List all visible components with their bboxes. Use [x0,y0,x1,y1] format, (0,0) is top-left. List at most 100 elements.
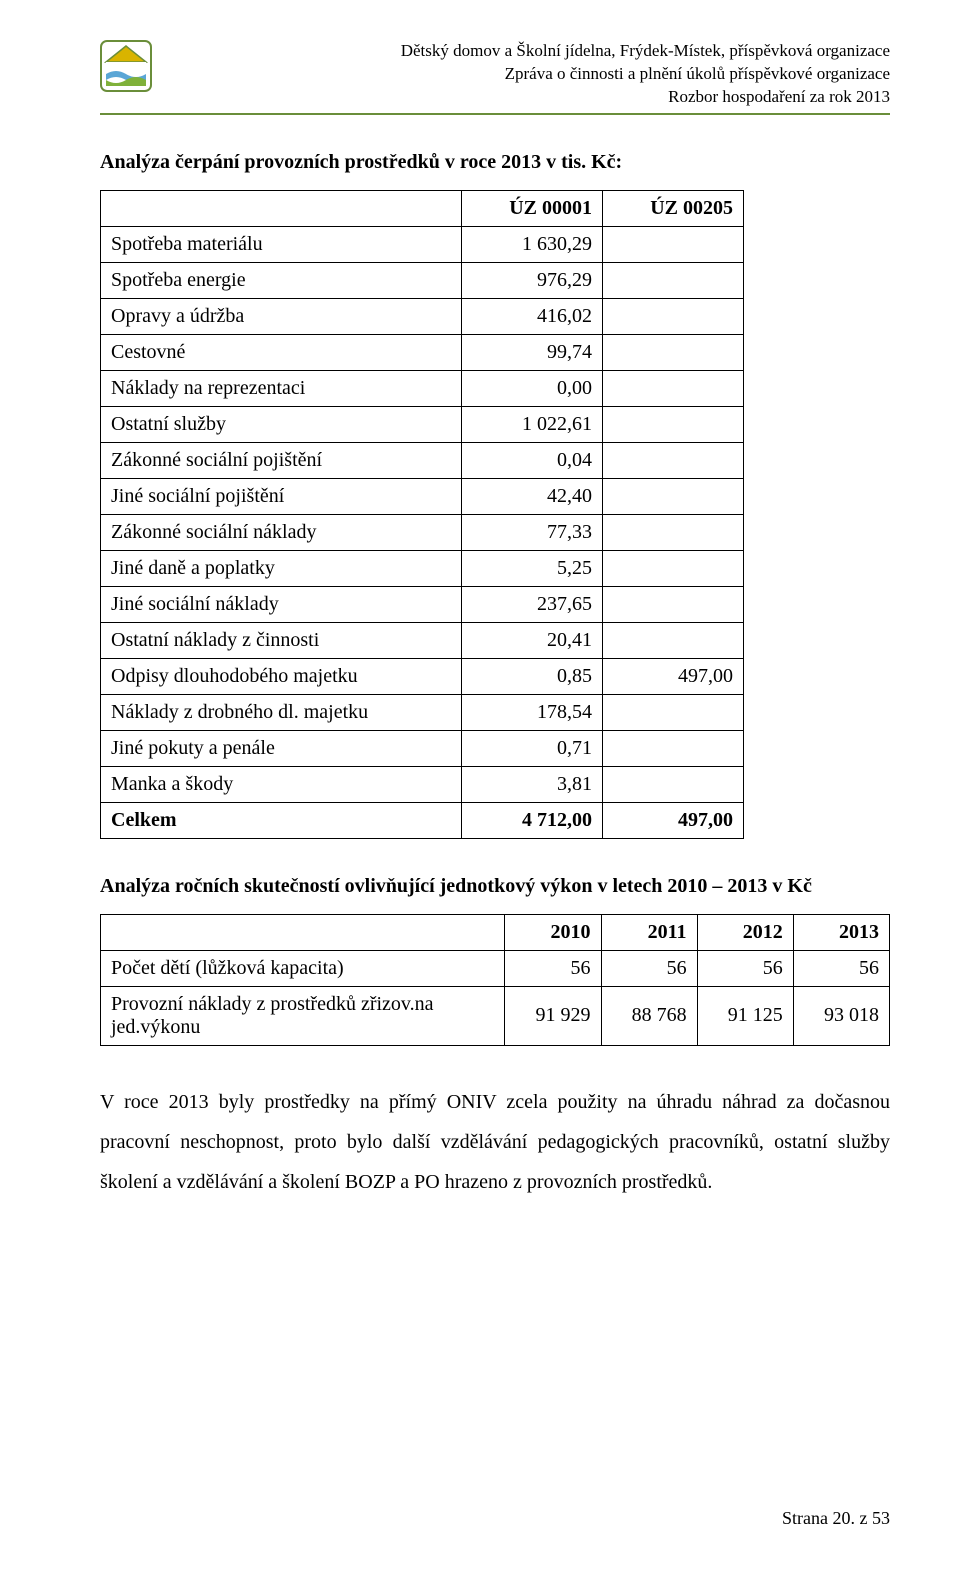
cell-c1: 0,71 [462,730,603,766]
table-row: Odpisy dlouhodobého majetku0,85497,00 [101,658,744,694]
header-line-2: Zpráva o činnosti a plnění úkolů příspěv… [166,63,890,86]
cell-c2: 56 [601,950,697,986]
table-row: Spotřeba energie976,29 [101,262,744,298]
table-row: Opravy a údržba416,02 [101,298,744,334]
table-row: Zákonné sociální pojištění0,04 [101,442,744,478]
table-row: Zákonné sociální náklady77,33 [101,514,744,550]
cell-label: Náklady z drobného dl. majetku [101,694,462,730]
header-text-block: Dětský domov a Školní jídelna, Frýdek-Mí… [166,40,890,109]
cell-c1: 56 [505,950,601,986]
t2-col-2013: 2013 [793,914,889,950]
cell-label: Zákonné sociální náklady [101,514,462,550]
col-uz2: ÚZ 00205 [603,190,744,226]
cell-c1: 1 630,29 [462,226,603,262]
cell-c2 [603,478,744,514]
cell-label: Cestovné [101,334,462,370]
table-row: Jiné pokuty a penále0,71 [101,730,744,766]
cell-c2 [603,766,744,802]
cell-c2 [603,334,744,370]
cell-c2 [603,406,744,442]
section2-title: Analýza ročních skutečností ovlivňující … [100,875,890,898]
table-row: Jiné daně a poplatky5,25 [101,550,744,586]
page-footer: Strana 20. z 53 [782,1508,890,1529]
table-row: Ostatní náklady z činnosti20,41 [101,622,744,658]
cell-c2 [603,262,744,298]
cell-c2: 88 768 [601,986,697,1045]
header-line-1: Dětský domov a Školní jídelna, Frýdek-Mí… [166,40,890,63]
cell-label: Spotřeba materiálu [101,226,462,262]
cell-c2 [603,586,744,622]
t2-col-2012: 2012 [697,914,793,950]
table-row: Náklady z drobného dl. majetku178,54 [101,694,744,730]
cell-c1: 42,40 [462,478,603,514]
t2-col-blank [101,914,505,950]
cell-c1: 178,54 [462,694,603,730]
cell-label: Ostatní náklady z činnosti [101,622,462,658]
table-header-row: ÚZ 00001 ÚZ 00205 [101,190,744,226]
cell-c1: 3,81 [462,766,603,802]
cell-c1: 976,29 [462,262,603,298]
cell-c1: 0,00 [462,370,603,406]
cell-label: Jiné pokuty a penále [101,730,462,766]
cell-c3: 56 [697,950,793,986]
header-rule [100,113,890,115]
cell-c2 [603,694,744,730]
cell-c1: 91 929 [505,986,601,1045]
cell-total-c2: 497,00 [603,802,744,838]
t2-col-2010: 2010 [505,914,601,950]
cell-label: Jiné sociální náklady [101,586,462,622]
col-uz1: ÚZ 00001 [462,190,603,226]
table-row: Provozní náklady z prostředků zřizov.na … [101,986,890,1045]
body-paragraph: V roce 2013 byly prostředky na přímý ONI… [100,1082,890,1202]
cell-label: Počet dětí (lůžková kapacita) [101,950,505,986]
cell-c1: 5,25 [462,550,603,586]
cell-c1: 99,74 [462,334,603,370]
cell-c2 [603,370,744,406]
cell-c1: 0,04 [462,442,603,478]
cell-c1: 77,33 [462,514,603,550]
logo-icon [100,40,152,92]
table-provozni-prostredky: ÚZ 00001 ÚZ 00205 Spotřeba materiálu1 63… [100,190,744,839]
cell-label: Náklady na reprezentaci [101,370,462,406]
cell-c2 [603,298,744,334]
cell-label: Jiné sociální pojištění [101,478,462,514]
cell-c2 [603,442,744,478]
cell-label: Spotřeba energie [101,262,462,298]
page-header: Dětský domov a Školní jídelna, Frýdek-Mí… [100,40,890,109]
cell-label: Zákonné sociální pojištění [101,442,462,478]
cell-label: Manka a škody [101,766,462,802]
cell-total-c1: 4 712,00 [462,802,603,838]
cell-c1: 0,85 [462,658,603,694]
table-row: Náklady na reprezentaci0,00 [101,370,744,406]
cell-c4: 93 018 [793,986,889,1045]
page: Dětský domov a Školní jídelna, Frýdek-Mí… [0,0,960,1569]
cell-label: Ostatní služby [101,406,462,442]
cell-label: Jiné daně a poplatky [101,550,462,586]
cell-c2: 497,00 [603,658,744,694]
table2-header-row: 2010 2011 2012 2013 [101,914,890,950]
cell-label: Odpisy dlouhodobého majetku [101,658,462,694]
table-row: Počet dětí (lůžková kapacita)56565656 [101,950,890,986]
table-row: Ostatní služby1 022,61 [101,406,744,442]
t2-col-2011: 2011 [601,914,697,950]
cell-c2 [603,514,744,550]
table-row: Jiné sociální náklady237,65 [101,586,744,622]
cell-label: Provozní náklady z prostředků zřizov.na … [101,986,505,1045]
cell-c4: 56 [793,950,889,986]
cell-c3: 91 125 [697,986,793,1045]
table-jednotkovy-vykon: 2010 2011 2012 2013 Počet dětí (lůžková … [100,914,890,1046]
table-row-total: Celkem 4 712,00 497,00 [101,802,744,838]
cell-c1: 1 022,61 [462,406,603,442]
cell-label: Opravy a údržba [101,298,462,334]
cell-c1: 237,65 [462,586,603,622]
header-line-3: Rozbor hospodaření za rok 2013 [166,86,890,109]
cell-c2 [603,622,744,658]
cell-c2 [603,226,744,262]
cell-c1: 416,02 [462,298,603,334]
cell-c2 [603,730,744,766]
table-row: Manka a škody3,81 [101,766,744,802]
col-blank [101,190,462,226]
table-row: Cestovné99,74 [101,334,744,370]
cell-c2 [603,550,744,586]
table-row: Jiné sociální pojištění42,40 [101,478,744,514]
